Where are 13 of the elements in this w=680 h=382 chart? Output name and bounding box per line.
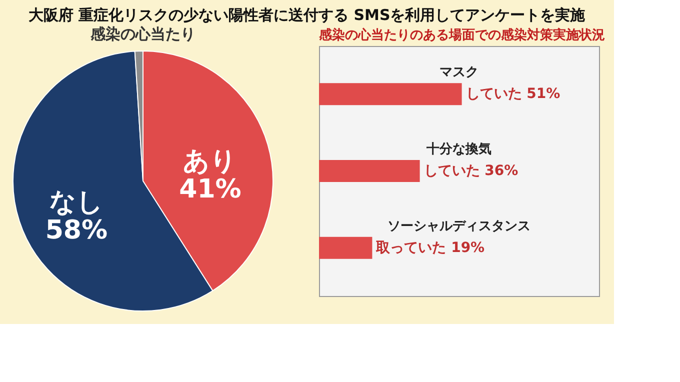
data-label: していた 51% (466, 86, 560, 102)
data-label: 取っていた 19% (375, 240, 485, 256)
category-label: ソーシャルディスタンス (388, 218, 530, 234)
data-label: していた 36% (424, 163, 518, 179)
data-label: 58% (45, 216, 108, 246)
data-label: 41% (179, 174, 242, 204)
text: 大阪府 重症化リスクの少ない陽性者に送付する SMSを利用してアンケートを実施 (28, 6, 586, 24)
slice-label: なし (49, 188, 104, 218)
chart-title: 感染の心当たりのある場面での感染対策実施状況 (318, 27, 605, 43)
category-label: 十分な換気 (426, 142, 492, 157)
category-label: マスク (440, 65, 478, 80)
chart-subtitle: 感染の心当たり (90, 25, 196, 43)
slice-label: あり (183, 146, 238, 176)
